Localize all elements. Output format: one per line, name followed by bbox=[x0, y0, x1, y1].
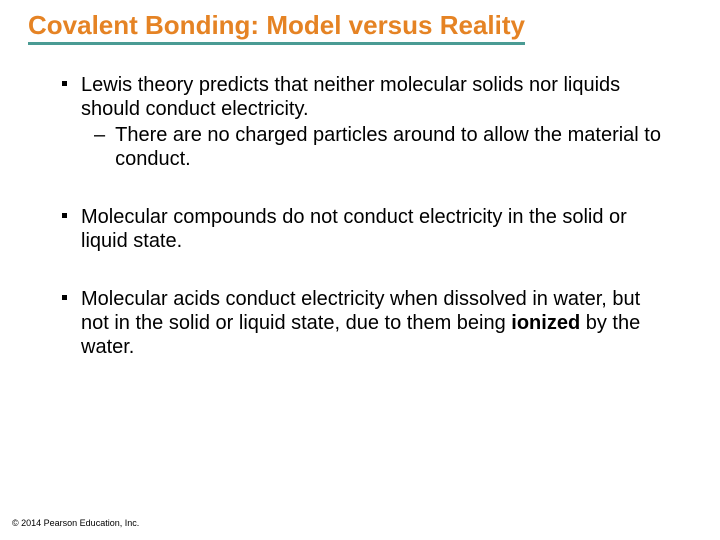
bullet-text: Molecular acids conduct electricity when… bbox=[81, 287, 670, 359]
sub-bullet-item: – There are no charged particles around … bbox=[94, 123, 670, 171]
bullet-group-1: Lewis theory predicts that neither molec… bbox=[50, 73, 670, 171]
bullet-group-2: Molecular compounds do not conduct elect… bbox=[50, 205, 670, 253]
text-bold: ionized bbox=[511, 312, 580, 334]
bullet-group-3: Molecular acids conduct electricity when… bbox=[50, 287, 670, 359]
bullet-marker-icon bbox=[62, 213, 67, 218]
copyright-text: © 2014 Pearson Education, Inc. bbox=[12, 518, 139, 528]
title-text: Covalent Bonding: Model versus Reality bbox=[28, 10, 525, 45]
slide-body: Lewis theory predicts that neither molec… bbox=[0, 41, 720, 359]
bullet-text: Molecular compounds do not conduct elect… bbox=[81, 205, 670, 253]
bullet-item: Lewis theory predicts that neither molec… bbox=[62, 73, 670, 121]
dash-marker-icon: – bbox=[94, 123, 105, 147]
bullet-marker-icon bbox=[62, 295, 67, 300]
bullet-item: Molecular compounds do not conduct elect… bbox=[62, 205, 670, 253]
bullet-item: Molecular acids conduct electricity when… bbox=[62, 287, 670, 359]
bullet-text: Lewis theory predicts that neither molec… bbox=[81, 73, 670, 121]
slide-title: Covalent Bonding: Model versus Reality bbox=[0, 0, 720, 41]
sub-bullet-text: There are no charged particles around to… bbox=[115, 123, 670, 171]
bullet-marker-icon bbox=[62, 81, 67, 86]
